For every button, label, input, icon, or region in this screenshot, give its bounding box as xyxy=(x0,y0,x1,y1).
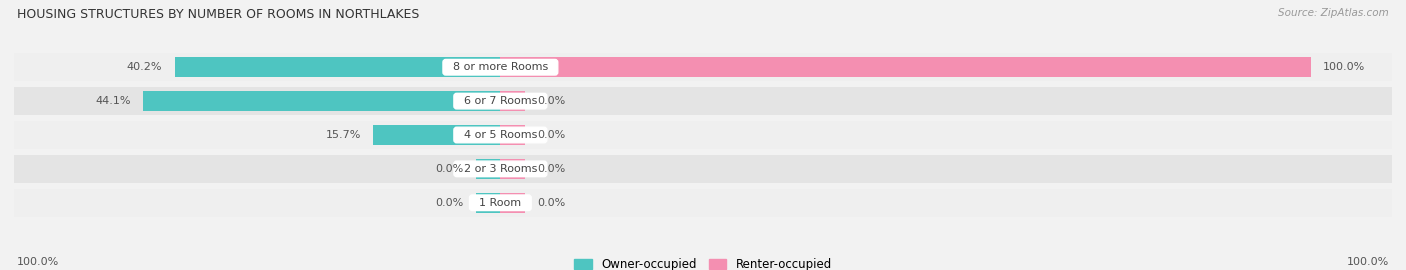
Text: 1 Room: 1 Room xyxy=(472,198,529,208)
Bar xyxy=(477,159,501,179)
Bar xyxy=(501,193,524,213)
Text: 0.0%: 0.0% xyxy=(537,96,565,106)
Text: 0.0%: 0.0% xyxy=(537,130,565,140)
Bar xyxy=(143,91,501,111)
Bar xyxy=(501,125,524,145)
Text: 2 or 3 Rooms: 2 or 3 Rooms xyxy=(457,164,544,174)
Bar xyxy=(14,189,1392,217)
Text: HOUSING STRUCTURES BY NUMBER OF ROOMS IN NORTHLAKES: HOUSING STRUCTURES BY NUMBER OF ROOMS IN… xyxy=(17,8,419,21)
Text: 6 or 7 Rooms: 6 or 7 Rooms xyxy=(457,96,544,106)
Bar xyxy=(501,91,524,111)
Bar xyxy=(14,87,1392,115)
Text: 0.0%: 0.0% xyxy=(537,164,565,174)
Text: 44.1%: 44.1% xyxy=(96,96,131,106)
Text: 40.2%: 40.2% xyxy=(127,62,162,72)
Text: 100.0%: 100.0% xyxy=(1347,257,1389,267)
Text: 0.0%: 0.0% xyxy=(436,198,464,208)
Text: 8 or more Rooms: 8 or more Rooms xyxy=(446,62,555,72)
Text: 4 or 5 Rooms: 4 or 5 Rooms xyxy=(457,130,544,140)
Legend: Owner-occupied, Renter-occupied: Owner-occupied, Renter-occupied xyxy=(569,254,837,270)
Bar xyxy=(501,159,524,179)
Text: 15.7%: 15.7% xyxy=(326,130,361,140)
Bar xyxy=(501,57,1310,77)
Text: 0.0%: 0.0% xyxy=(537,198,565,208)
Text: 100.0%: 100.0% xyxy=(1323,62,1365,72)
Bar xyxy=(14,53,1392,81)
Text: 100.0%: 100.0% xyxy=(17,257,59,267)
Bar xyxy=(14,121,1392,149)
Bar xyxy=(373,125,501,145)
Bar xyxy=(477,193,501,213)
Text: Source: ZipAtlas.com: Source: ZipAtlas.com xyxy=(1278,8,1389,18)
Text: 0.0%: 0.0% xyxy=(436,164,464,174)
Bar xyxy=(174,57,501,77)
Bar xyxy=(14,155,1392,183)
